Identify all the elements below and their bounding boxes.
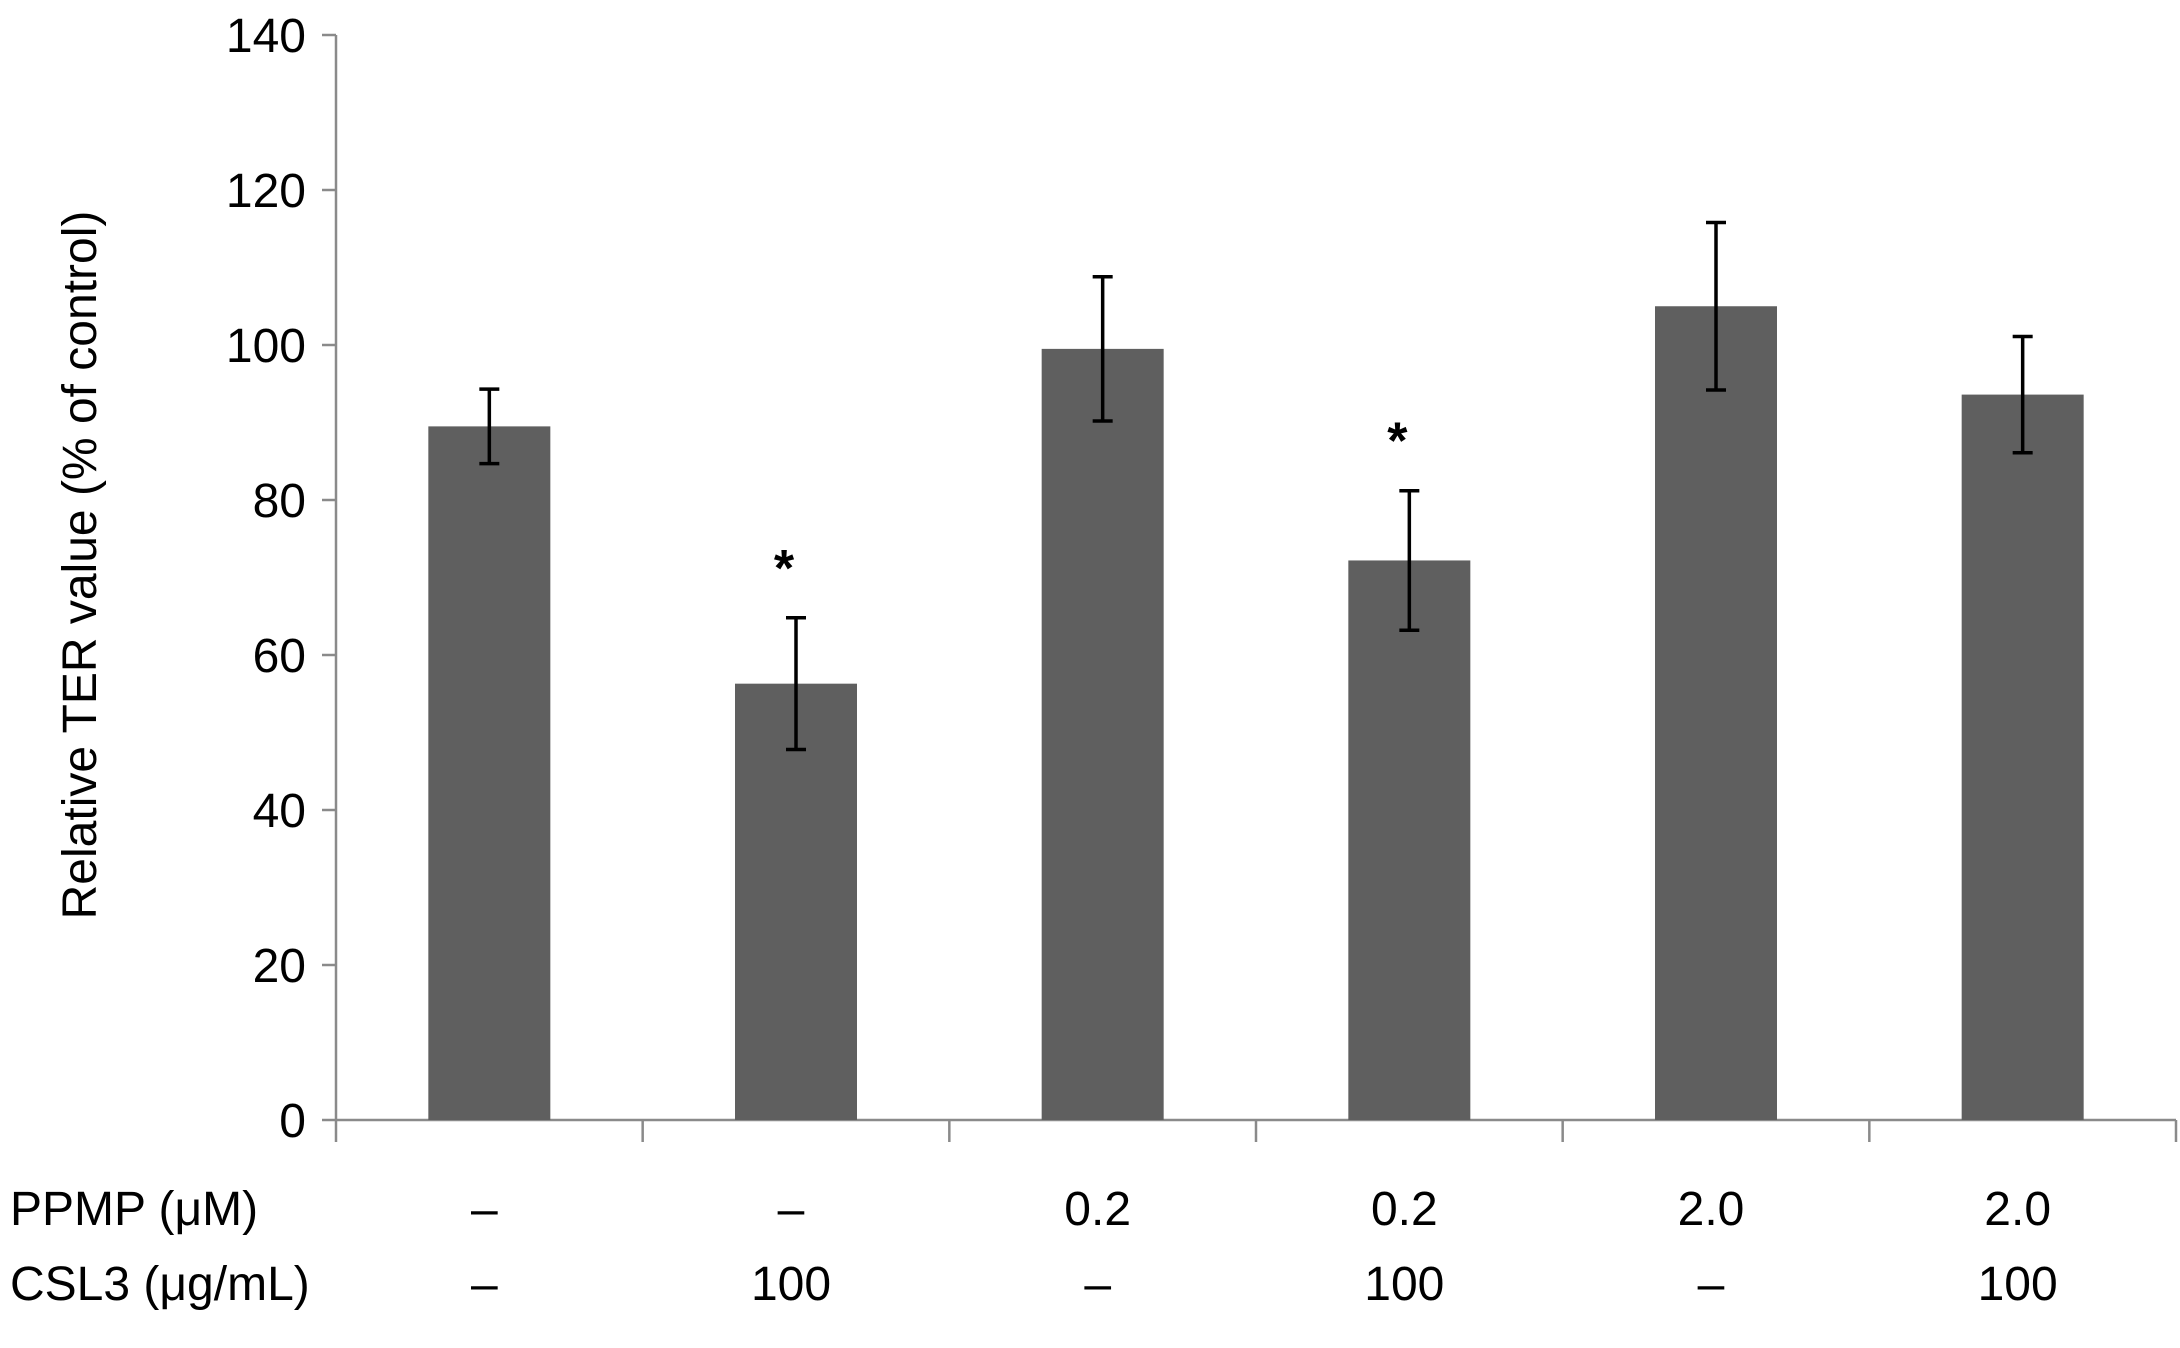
y-tick-label: 140 bbox=[226, 10, 306, 63]
significance-star: * bbox=[774, 540, 795, 598]
y-tick-label: 0 bbox=[279, 1095, 306, 1148]
bar bbox=[1348, 560, 1471, 1120]
y-tick-label: 100 bbox=[226, 320, 306, 373]
csl3-value-label: – bbox=[471, 1258, 498, 1311]
y-tick-label: 40 bbox=[253, 785, 306, 838]
csl3-value-label: 100 bbox=[1978, 1258, 2058, 1311]
y-tick-label: 20 bbox=[253, 940, 306, 993]
ppmp-value-label: – bbox=[778, 1183, 805, 1236]
ppmp-value-label: 0.2 bbox=[1064, 1183, 1131, 1236]
y-tick-label: 80 bbox=[253, 475, 306, 528]
bars bbox=[428, 306, 2084, 1121]
error-bars bbox=[479, 220, 2033, 752]
csl3-value-label: – bbox=[1084, 1258, 1111, 1311]
y-tick-label: 120 bbox=[226, 165, 306, 218]
significance-star: * bbox=[1387, 413, 1408, 471]
y-axis-ticks: 0 20 40 60 80 100 120 140 bbox=[226, 10, 336, 1148]
bar bbox=[1655, 306, 1777, 1120]
error-bar bbox=[2012, 334, 2033, 455]
y-axis-label: Relative TER value (% of control) bbox=[54, 211, 107, 920]
error-bar bbox=[479, 387, 500, 466]
csl3-value-label: 100 bbox=[1364, 1258, 1444, 1311]
bar bbox=[428, 426, 551, 1120]
error-bar bbox=[1399, 488, 1420, 632]
bar bbox=[1041, 348, 1164, 1120]
x-category-labels: – – – 100 0.2 – 0.2 100 2.0 – 2.0 100 bbox=[471, 1183, 2058, 1311]
bar bbox=[1961, 394, 2084, 1121]
y-tick-label: 60 bbox=[253, 630, 306, 683]
error-bar bbox=[786, 616, 806, 752]
ppmp-value-label: 0.2 bbox=[1371, 1183, 1438, 1236]
ppmp-value-label: 2.0 bbox=[1984, 1183, 2051, 1236]
significance-markers: ** bbox=[774, 413, 1408, 598]
csl3-row-label: CSL3 (μg/mL) bbox=[10, 1258, 310, 1311]
ppmp-value-label: – bbox=[471, 1183, 498, 1236]
error-bar bbox=[1706, 220, 1726, 392]
ppmp-value-label: 2.0 bbox=[1678, 1183, 1745, 1236]
ppmp-row-label: PPMP (μM) bbox=[10, 1183, 258, 1236]
bar bbox=[735, 683, 857, 1120]
csl3-value-label: – bbox=[1698, 1258, 1725, 1311]
csl3-value-label: 100 bbox=[751, 1258, 831, 1311]
error-bar bbox=[1092, 275, 1113, 423]
axes bbox=[334, 35, 2178, 1142]
